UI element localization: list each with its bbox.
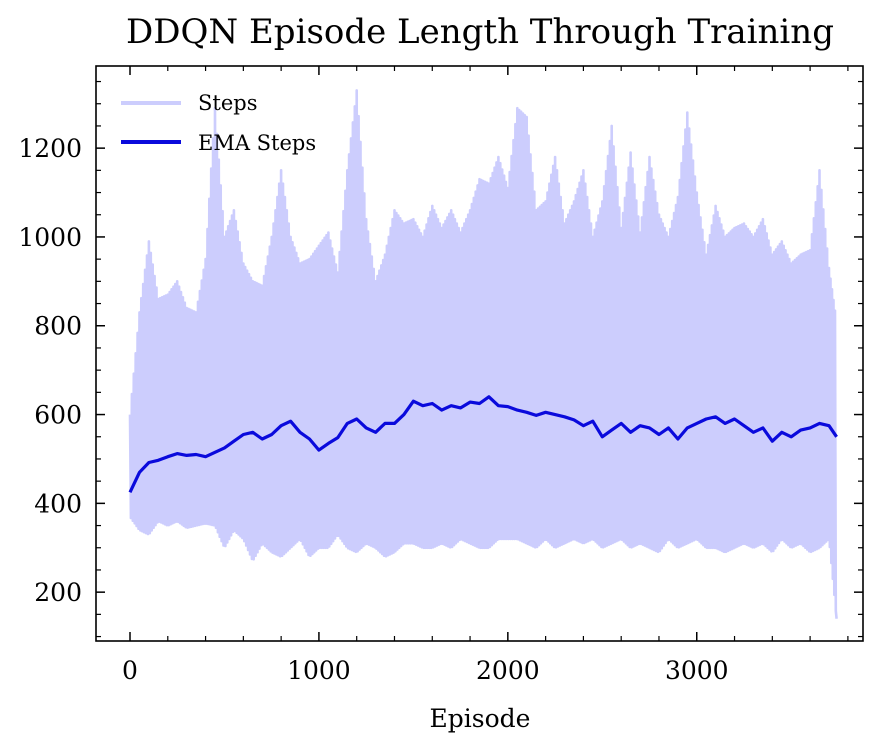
x-tick-label: 2000: [476, 656, 540, 685]
x-tick-label: 3000: [665, 656, 729, 685]
chart-title: DDQN Episode Length Through Training: [126, 12, 834, 52]
plot-frame: [95, 65, 864, 642]
series-line-ema-steps: [128, 395, 838, 493]
y-tick-label: 600: [34, 401, 82, 430]
axis-tick-labels: 0 1000 2000 3000 200 400 600 800 1000 1200: [18, 134, 728, 685]
axis-ticks: [96, 66, 863, 641]
x-tick-label: 1000: [287, 656, 351, 685]
legend-label-ema-steps: EMA Steps: [198, 131, 316, 155]
x-axis-label: Episode: [430, 704, 531, 733]
legend-label-steps: Steps: [198, 91, 257, 115]
series-line-steps: [128, 89, 838, 619]
y-tick-label: 800: [34, 312, 82, 341]
y-tick-label: 1200: [18, 134, 82, 163]
y-tick-label: 200: [34, 578, 82, 607]
plot-area: [128, 89, 838, 619]
x-tick-label: 0: [122, 656, 138, 685]
y-tick-label: 400: [34, 489, 82, 518]
legend: Steps EMA Steps: [121, 91, 316, 155]
y-tick-label: 1000: [18, 223, 82, 252]
